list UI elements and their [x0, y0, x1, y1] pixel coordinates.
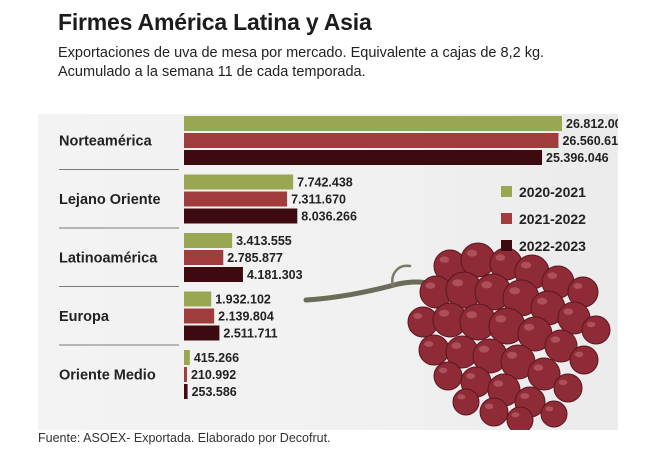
grape-highlight [511, 412, 520, 418]
grape-highlight [457, 394, 466, 400]
bar [184, 267, 243, 282]
legend-label: 2021-2022 [519, 211, 586, 227]
grape-highlight [533, 364, 544, 371]
grape-highlight [466, 311, 478, 319]
bar [184, 308, 215, 324]
grape-highlight [424, 341, 434, 347]
grape-highlight [481, 281, 493, 289]
value-label: 3.413.555 [236, 234, 292, 248]
grape-highlight [438, 367, 448, 374]
grape-berry [581, 315, 611, 345]
category-label: Oriente Medio [59, 368, 156, 384]
source-note: Fuente: ASOEX- Exportada. Elaborado por … [38, 431, 331, 445]
grape-highlight [451, 342, 462, 349]
category-label: Norteamérica [59, 134, 153, 150]
category-separators [59, 169, 179, 346]
legend-label: 2022-2023 [519, 238, 586, 254]
grape-highlight [478, 345, 490, 353]
value-label: 8.036.266 [301, 210, 357, 224]
grape-berry [433, 361, 463, 391]
grape-highlight [586, 321, 596, 328]
value-labels: 26.812.005 26.560.615 25.396.046 7.742.438 7… [191, 117, 618, 399]
legend-swatch [501, 213, 512, 224]
category-label: Europa [59, 309, 110, 325]
grape-highlight [439, 256, 450, 263]
grape-highlight [495, 315, 507, 323]
value-label: 253.586 [192, 385, 237, 399]
grape-berry [418, 334, 450, 366]
value-label: 25.396.046 [546, 151, 609, 165]
legend-swatch [501, 240, 512, 251]
grape-highlight [484, 403, 494, 410]
legend-swatch [501, 186, 512, 197]
grape-highlight [520, 261, 532, 269]
legend-label: 2020-2021 [519, 184, 586, 200]
grape-berry [452, 388, 480, 416]
grape-highlight [523, 323, 535, 331]
value-label: 2.785.877 [227, 251, 283, 265]
chart-panel: Norteamérica Lejano Oriente Latinoamérica E… [38, 114, 618, 430]
value-label: 2.139.804 [218, 310, 274, 324]
bar [184, 116, 562, 131]
grape-highlight [520, 393, 530, 399]
bar-chart: Norteamérica Lejano Oriente Latinoamérica E… [59, 116, 618, 430]
value-label: 4.181.303 [247, 268, 303, 282]
grape-berry [479, 397, 509, 427]
bar [184, 191, 288, 207]
value-label: 2.511.711 [223, 327, 277, 341]
chart-title: Firmes América Latina y Asia [58, 9, 372, 35]
bar [184, 174, 294, 190]
grape-highlight [493, 380, 504, 387]
grape-highlight [558, 379, 568, 386]
grape-berry [506, 406, 534, 430]
value-label: 7.742.438 [297, 176, 353, 190]
legend: 2020-2021 2021-2022 2022-2023 [501, 184, 586, 254]
bar [184, 133, 559, 148]
grape-highlight [425, 282, 436, 289]
bar [184, 350, 190, 365]
bar [184, 291, 212, 307]
value-label: 1.932.102 [215, 293, 271, 307]
bar [184, 233, 233, 248]
value-label: 26.812.005 [566, 117, 618, 131]
grape-highlight [563, 308, 574, 315]
value-label: 7.311.670 [291, 193, 346, 207]
category-labels: Norteamérica Lejano Oriente Latinoamérica E… [59, 134, 161, 384]
bar [184, 150, 543, 165]
grape-berry [553, 373, 583, 403]
grape-highlight [413, 313, 423, 319]
grape-highlight [506, 351, 518, 359]
category-label: Latinoamérica [59, 251, 158, 267]
value-label: 415.266 [194, 351, 239, 365]
grape-highlight [547, 272, 558, 279]
grape-highlight [536, 297, 548, 305]
grape-highlight [574, 351, 584, 358]
grape-cluster [407, 242, 611, 430]
grape-berry [540, 400, 568, 428]
bar [184, 367, 187, 382]
value-label: 26.560.615 [562, 134, 618, 148]
grape-tendril [391, 264, 412, 288]
bar [184, 384, 188, 399]
grape-illustration [303, 242, 611, 430]
grape-highlight [438, 309, 450, 317]
grape-highlight [466, 373, 476, 379]
grape-highlight [509, 287, 521, 295]
grape-highlight [495, 254, 506, 261]
chart-subtitle: Exportaciones de uva de mesa por mercado… [58, 45, 545, 80]
grape-highlight [550, 336, 561, 343]
bar [184, 208, 298, 224]
category-label: Lejano Oriente [59, 192, 161, 208]
grape-highlight [573, 283, 583, 289]
grape-highlight [452, 279, 464, 287]
grape-berry [569, 345, 599, 375]
bar [184, 325, 220, 341]
bar [184, 250, 224, 265]
bars [184, 116, 562, 399]
value-label: 210.992 [191, 368, 236, 382]
grape-highlight [466, 249, 478, 257]
grape-highlight [545, 406, 554, 412]
